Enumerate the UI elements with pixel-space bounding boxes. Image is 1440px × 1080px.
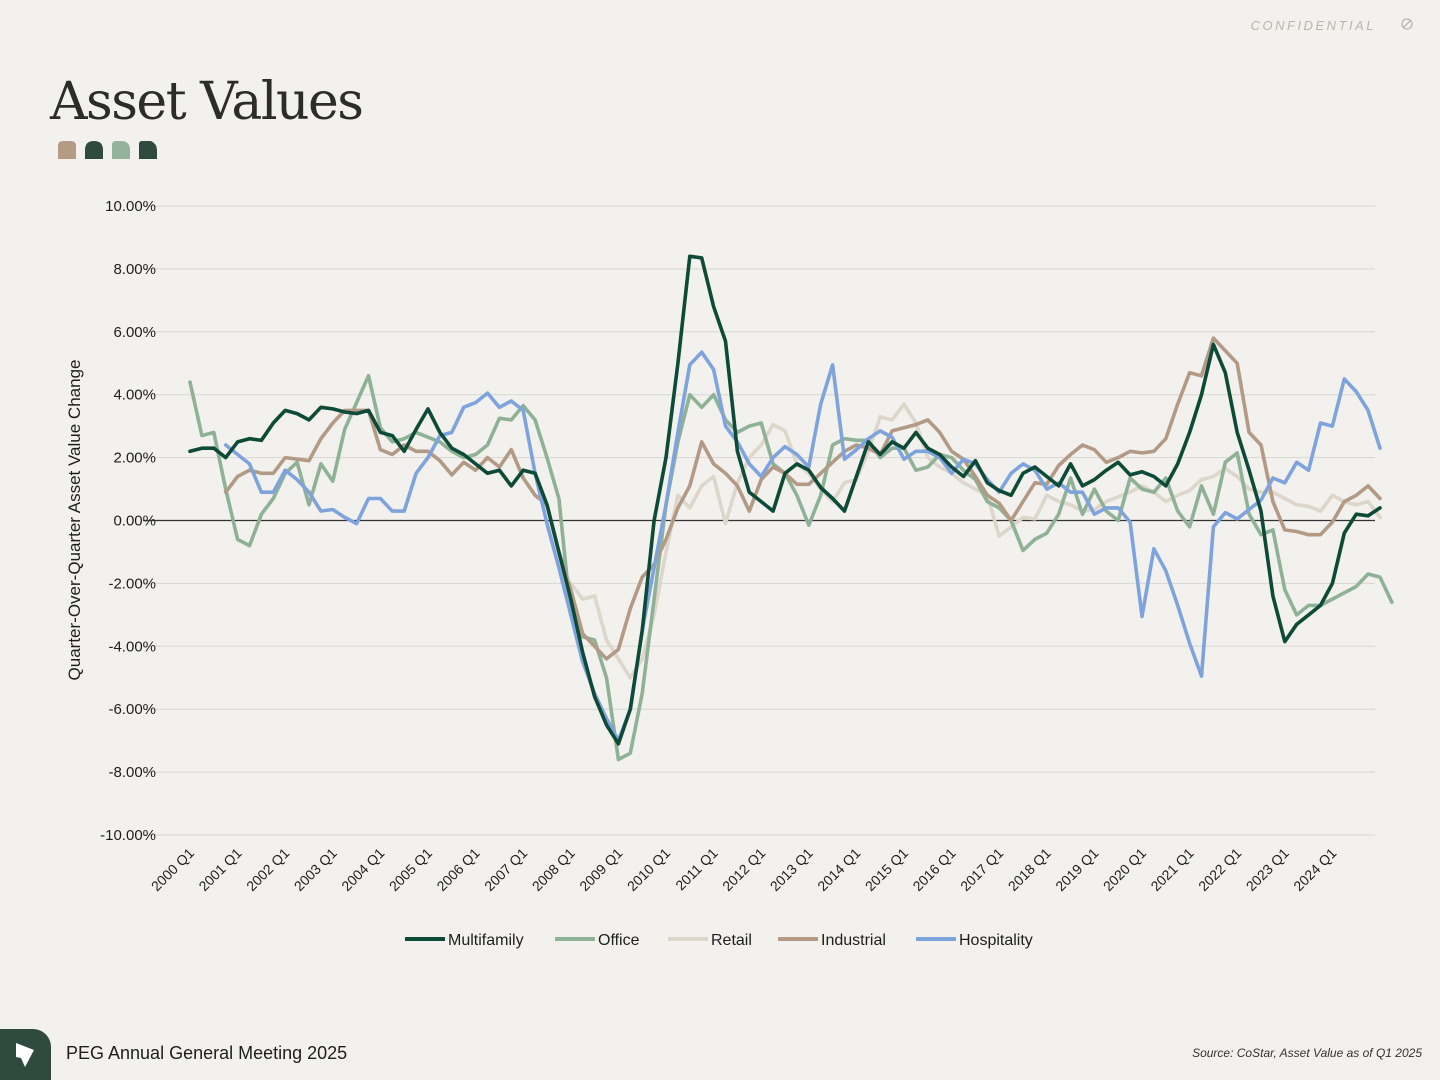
legend-label: Retail bbox=[711, 932, 752, 949]
x-tick-label: 2003 Q1 bbox=[291, 845, 340, 894]
footer-event: PEG Annual General Meeting 2025 bbox=[66, 1043, 348, 1063]
source-note: Source: CoStar, Asset Value as of Q1 202… bbox=[1192, 1046, 1422, 1060]
x-tick-label: 2013 Q1 bbox=[767, 845, 816, 894]
no-entry-icon bbox=[1401, 18, 1413, 30]
y-axis-label: Quarter-Over-Quarter Asset Value Change bbox=[65, 360, 84, 681]
x-tick-label: 2004 Q1 bbox=[338, 845, 387, 894]
x-tick-label: 2014 Q1 bbox=[814, 845, 863, 894]
x-tick-label: 2024 Q1 bbox=[1290, 845, 1339, 894]
x-tick-label: 2023 Q1 bbox=[1243, 845, 1292, 894]
x-tick-label: 2019 Q1 bbox=[1052, 845, 1101, 894]
series-line-multifamily bbox=[188, 254, 1382, 746]
x-tick-label: 2005 Q1 bbox=[386, 845, 435, 894]
x-tick-label: 2009 Q1 bbox=[576, 845, 625, 894]
y-tick-label: 8.00% bbox=[113, 261, 156, 278]
x-tick-label: 2018 Q1 bbox=[1005, 845, 1054, 894]
x-tick-label: 2011 Q1 bbox=[672, 845, 721, 894]
x-tick-label: 2002 Q1 bbox=[243, 845, 292, 894]
y-tick-label: 4.00% bbox=[113, 387, 156, 404]
x-tick-label: 2017 Q1 bbox=[957, 845, 1006, 894]
y-tick-label: -10.00% bbox=[100, 827, 156, 844]
legend-label: Hospitality bbox=[959, 932, 1033, 949]
leaf-mark-icon bbox=[112, 141, 130, 159]
title-marks bbox=[58, 141, 157, 159]
leaf-mark-icon bbox=[85, 141, 103, 159]
x-tick-label: 2006 Q1 bbox=[433, 845, 482, 894]
x-tick-label: 2000 Q1 bbox=[148, 845, 197, 894]
x-tick-label: 2015 Q1 bbox=[862, 845, 911, 894]
y-axis-ticks: 10.00% 8.00% 6.00% 4.00% 2.00% 0.00% -2.00% -4.… bbox=[100, 198, 156, 844]
confidential-label: CONFIDENTIAL bbox=[1250, 18, 1376, 33]
x-tick-label: 2021 Q1 bbox=[1147, 845, 1196, 894]
series-line-hospitality bbox=[223, 350, 1382, 743]
y-tick-label: -2.00% bbox=[108, 575, 156, 592]
y-tick-label: 6.00% bbox=[113, 324, 156, 341]
x-tick-label: 2020 Q1 bbox=[1100, 845, 1149, 894]
series-line-retail bbox=[569, 402, 1382, 680]
leaf-mark-icon bbox=[139, 141, 157, 159]
y-tick-label: 10.00% bbox=[105, 198, 156, 215]
x-tick-label: 2016 Q1 bbox=[909, 845, 958, 894]
legend-label: Office bbox=[598, 932, 640, 949]
y-tick-label: -4.00% bbox=[108, 638, 156, 655]
legend-label: Multifamily bbox=[448, 932, 524, 949]
series-line-office bbox=[188, 374, 1394, 762]
peg-logo bbox=[0, 1029, 51, 1080]
legend: Multifamily Office Retail Industrial Hospita… bbox=[405, 932, 1033, 949]
y-tick-label: -8.00% bbox=[108, 764, 156, 781]
x-tick-label: 2008 Q1 bbox=[529, 845, 578, 894]
leaf-mark-icon bbox=[58, 141, 76, 159]
peg-logo-icon bbox=[16, 1043, 34, 1067]
y-tick-label: 2.00% bbox=[113, 450, 156, 467]
x-tick-label: 2010 Q1 bbox=[624, 845, 673, 894]
gridlines bbox=[143, 205, 1375, 836]
x-tick-label: 2007 Q1 bbox=[481, 845, 530, 894]
y-tick-label: -6.00% bbox=[108, 701, 156, 718]
x-tick-label: 2001 Q1 bbox=[195, 845, 244, 894]
series-line-industrial bbox=[223, 336, 1382, 661]
page-title: Asset Values bbox=[50, 72, 364, 132]
x-tick-label: 2012 Q1 bbox=[719, 845, 768, 894]
series-lines bbox=[188, 254, 1394, 762]
x-tick-label: 2022 Q1 bbox=[1195, 845, 1244, 894]
asset-values-chart: 10.00% 8.00% 6.00% 4.00% 2.00% 0.00% -2.00% -4.… bbox=[65, 198, 1394, 949]
legend-label: Industrial bbox=[821, 932, 886, 949]
y-tick-label: 0.00% bbox=[113, 513, 156, 530]
